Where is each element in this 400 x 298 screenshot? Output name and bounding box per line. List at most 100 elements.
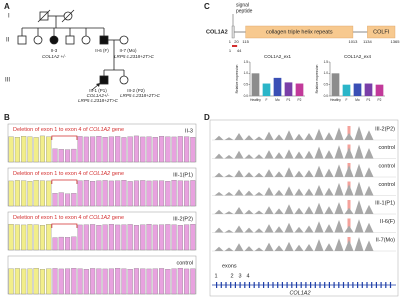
deletion-bracket [51, 223, 78, 228]
probe-bar [171, 224, 177, 251]
axis-title: Relative expression [315, 64, 319, 93]
probe-bar [90, 224, 96, 251]
probe-bar [159, 136, 165, 163]
exon-number: 1 [214, 273, 217, 279]
coverage-peak [224, 211, 234, 214]
exon-number: 2 [230, 273, 233, 279]
x-tick-label: Mo [355, 98, 360, 102]
probe-bar [165, 224, 171, 251]
sample-label: control [176, 260, 193, 266]
coverage-peak [224, 137, 234, 140]
exon-block [277, 282, 279, 288]
probe-bar [77, 180, 83, 207]
panel-letter: B [4, 113, 10, 122]
probe-bar [39, 269, 45, 295]
x-tick-label: Mo [275, 98, 280, 102]
bar [364, 83, 373, 96]
probe-bar [159, 268, 165, 295]
probe-bar [133, 180, 139, 207]
probe-bar [165, 269, 171, 295]
probe-bar [96, 268, 102, 295]
probe-bar [90, 181, 96, 207]
probe-bar [65, 268, 71, 295]
coverage-peak [284, 241, 294, 251]
coverage-peak [254, 210, 264, 214]
probe-bar [177, 180, 183, 207]
probe-bar [90, 268, 96, 295]
coverage-peak [334, 164, 344, 177]
y-tick-label: 1.5 [244, 60, 249, 64]
y-tick-label: 0.5 [324, 83, 329, 87]
coverage-peak [314, 128, 324, 140]
annotation-part: COL1A2 [89, 171, 110, 177]
y-tick-label: 0.0 [244, 94, 249, 98]
exon-block [385, 282, 387, 288]
probe-bar [102, 224, 108, 251]
coverage-peak [354, 126, 364, 140]
coverage-peak [304, 244, 314, 251]
coverage-peak [244, 154, 254, 159]
annotation-part: gene [110, 215, 124, 221]
coverage-peak [314, 202, 324, 214]
bar [353, 83, 362, 96]
person-label: II-3 [51, 48, 58, 53]
coverage-peak [324, 206, 334, 214]
exon-block [234, 282, 236, 288]
colfi-domain [367, 25, 396, 39]
probe-bar [83, 224, 89, 251]
probe-bar [46, 136, 52, 163]
coverage-peak [324, 168, 334, 177]
probe-bar [115, 136, 121, 163]
person-label: II-6 (F) [95, 48, 109, 53]
coverage-peak [234, 225, 244, 233]
bar [331, 73, 340, 96]
probe-bar [96, 225, 102, 251]
x-tick-label: P1 [287, 98, 291, 102]
coverage-peak [284, 222, 294, 233]
coverage-peak [354, 163, 364, 177]
pedigree: A I II III II-3 COL1A2 +/- II-6 [4, 2, 161, 103]
mlpa-frame [7, 255, 197, 295]
exon-block [357, 282, 359, 288]
exon-block [239, 282, 241, 288]
coverage-peak [234, 243, 244, 251]
annotation-part: COL1A2 [89, 215, 110, 221]
coverage-peak [264, 224, 274, 233]
coverage-peak [234, 150, 244, 159]
exon-number: 3 [238, 273, 241, 279]
coverage-peak [264, 169, 274, 177]
domain-label: COLFI [373, 29, 390, 35]
genotype: LRP5 c.2318+2T>C [114, 54, 155, 59]
probe-bar [77, 224, 83, 251]
probe-bar [152, 180, 158, 207]
coverage-peak [344, 239, 354, 251]
coverage-peak [214, 209, 224, 214]
position-label: 1013 [348, 39, 358, 44]
coverage-peak [224, 155, 234, 159]
probe-bar [115, 268, 121, 295]
y-tick-label: 0.5 [244, 83, 249, 87]
panel-letter: A [4, 2, 10, 11]
probe-bar [46, 180, 52, 207]
coverage-peak [344, 165, 354, 177]
coverage-peak [274, 226, 284, 233]
coverage-peak [284, 130, 294, 140]
coverage-peak [274, 245, 284, 251]
probe-bar [83, 180, 89, 207]
coverage-peak [364, 240, 374, 251]
probe-bar [127, 224, 133, 251]
probe-bar [184, 268, 190, 295]
annotation-part: Deletion of exon 1 to exon 4 of [13, 127, 89, 133]
gene-name: COL1A2 [206, 29, 228, 35]
track-label: III-1(P1) [375, 200, 395, 206]
person-label: II-7 (Mo) [119, 48, 137, 53]
probe-bar [14, 180, 20, 207]
deletion-bracket [51, 135, 78, 140]
coverage-peak [354, 144, 364, 159]
bar [251, 73, 260, 96]
coverage-peak [364, 204, 374, 214]
coverage-peak [244, 190, 254, 196]
coverage-peak [214, 246, 224, 251]
axis-title: Relative expression [235, 64, 239, 93]
exon-block [324, 282, 326, 288]
